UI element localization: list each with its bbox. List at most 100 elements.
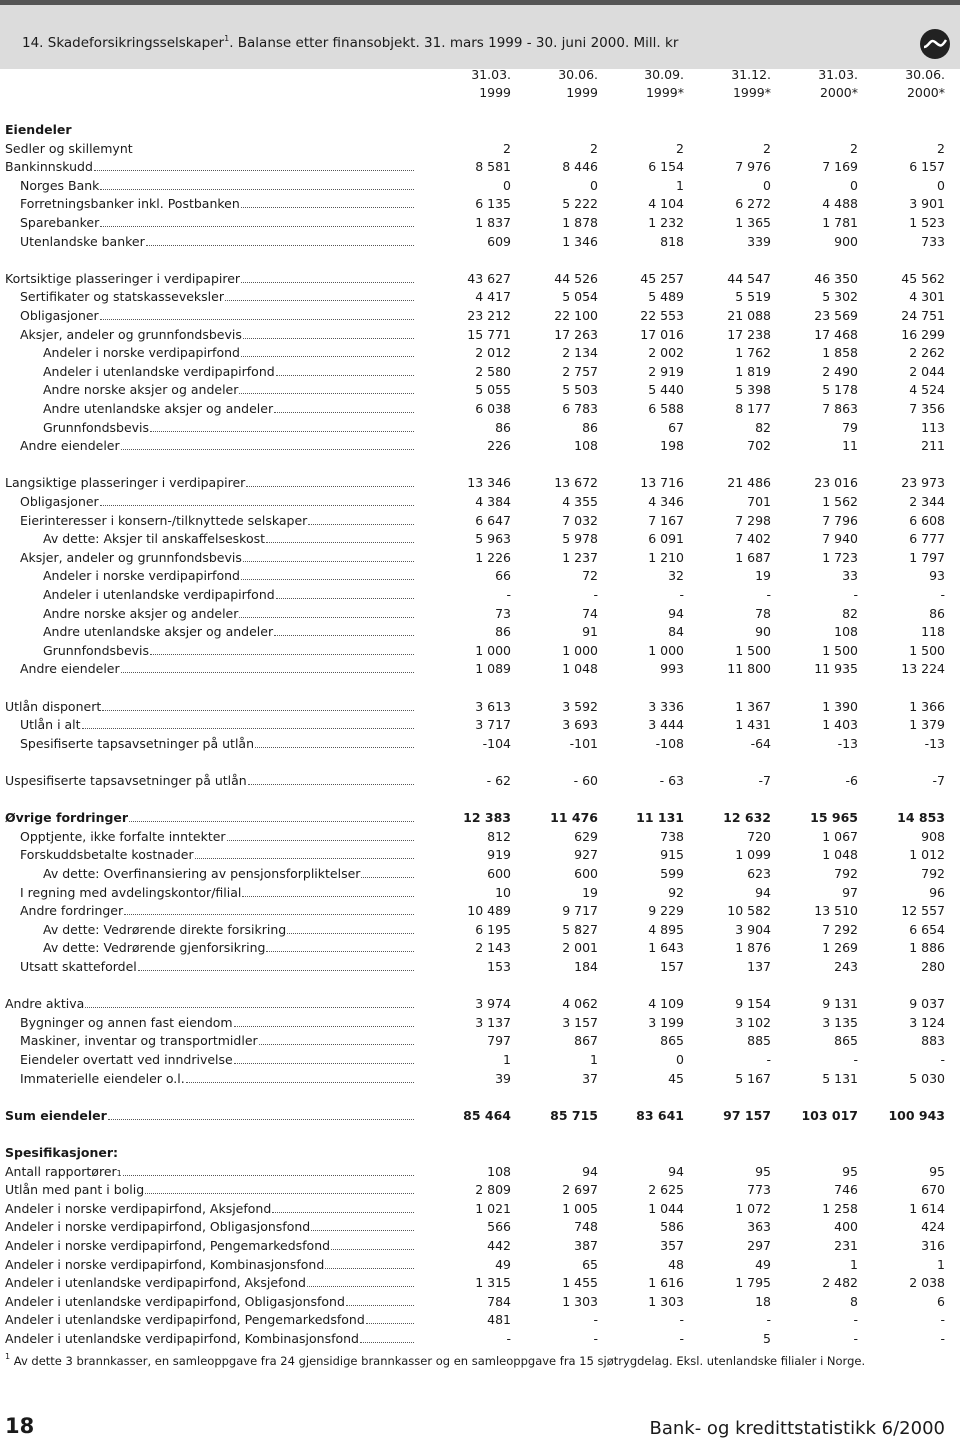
cell-value: -13 xyxy=(924,735,945,751)
cell-value: 23 016 xyxy=(814,475,858,491)
cell-value: 0 xyxy=(850,177,858,193)
title-text: . Balanse etter finansobjekt. 31. mars 1… xyxy=(229,35,679,51)
cell-value: - 62 xyxy=(486,773,511,788)
cell-value: 9 717 xyxy=(562,903,598,919)
cell-value: 11 xyxy=(842,438,858,454)
leader xyxy=(93,170,414,172)
cell-value: 2 919 xyxy=(648,363,684,379)
cell-value: 5 440 xyxy=(648,382,684,398)
cell-value: 1 500 xyxy=(735,642,771,658)
cell-value: 2 809 xyxy=(475,1182,511,1198)
row-label: Andeler i utenlandske verdipapirfond, Pe… xyxy=(5,1311,416,1329)
cell-value: 91 xyxy=(582,624,598,640)
label-text: Andre norske aksjer og andeler xyxy=(43,382,239,398)
row-label: Andeler i norske verdipapirfond, Pengema… xyxy=(5,1237,416,1255)
cell-value: 1 xyxy=(503,1052,511,1067)
label-text: Eierinteresser i konsern-/tilknyttede se… xyxy=(20,512,308,528)
cell-value: 6 588 xyxy=(648,401,684,416)
cell-value: 2 490 xyxy=(822,363,858,379)
title-sup: 1 xyxy=(224,34,230,43)
cell-value: 4 104 xyxy=(648,196,684,212)
cell-value: 17 016 xyxy=(640,326,684,342)
label-text: Sum eiendeler xyxy=(5,1107,107,1123)
cell-value: 118 xyxy=(921,624,945,640)
cell-value: 1 072 xyxy=(735,1200,771,1216)
row-label: Av dette: Vedrørende gjenforsikring xyxy=(43,939,416,957)
cell-value: 1 762 xyxy=(735,345,771,361)
label-text: Andre eiendeler xyxy=(20,438,120,454)
cell-value: 93 xyxy=(929,568,945,584)
leader xyxy=(224,300,414,302)
cell-value: 1 021 xyxy=(475,1200,511,1216)
row-label: Sertifikater og statskasseveksler xyxy=(20,288,416,306)
cell-value: - xyxy=(940,1331,945,1346)
cell-value: 1 303 xyxy=(648,1293,684,1309)
leader xyxy=(185,1081,414,1083)
cell-value: 1 403 xyxy=(822,717,858,733)
cell-value: 1 614 xyxy=(909,1200,945,1216)
leader xyxy=(242,560,414,562)
cell-value: 11 476 xyxy=(550,810,598,826)
cell-value: 8 177 xyxy=(735,401,771,416)
cell-value: - xyxy=(766,1052,771,1067)
label-text: Av dette: Aksjer til anskaffelseskost xyxy=(43,531,266,547)
cell-value: 4 346 xyxy=(648,494,684,509)
cell-value: 198 xyxy=(660,438,684,454)
footnote: 1 Av dette 3 brannkasser, en samleoppgav… xyxy=(5,1353,865,1369)
cell-value: 5 xyxy=(763,1331,771,1346)
cell-value: 2 xyxy=(937,140,945,156)
cell-value: 49 xyxy=(755,1256,771,1272)
label-text: Andeler i norske verdipapirfond, Obligas… xyxy=(5,1219,311,1235)
row-label: Andre utenlandske aksjer og andeler xyxy=(43,623,416,641)
label-text: Antall rapportører xyxy=(5,1163,117,1179)
cell-value: 18 xyxy=(755,1293,771,1309)
label-text: I regning med avdelingskontor/filial xyxy=(20,884,242,900)
cell-value: 6 272 xyxy=(735,196,771,212)
label-text: Sertifikater og statskasseveksler xyxy=(20,289,224,305)
cell-value: 39 xyxy=(495,1070,511,1086)
label-text: Andre fordringer xyxy=(20,903,124,919)
leader xyxy=(124,914,414,916)
row-label: Obligasjoner xyxy=(20,307,416,325)
cell-value: 96 xyxy=(929,884,945,900)
leader xyxy=(274,635,414,637)
cell-value: 4 417 xyxy=(475,289,511,305)
leader xyxy=(307,1286,414,1288)
cell-value: 357 xyxy=(660,1238,684,1253)
cell-value: 19 xyxy=(755,568,771,584)
cell-value: 7 863 xyxy=(822,401,858,416)
leader xyxy=(246,486,414,488)
leader xyxy=(99,505,414,506)
label-text: Sparebanker xyxy=(20,215,100,230)
cell-value: 6 135 xyxy=(475,196,511,212)
cell-value: 8 xyxy=(850,1293,858,1309)
row-label: Kortsiktige plasseringer i verdipapirer xyxy=(5,270,416,288)
cell-value: 738 xyxy=(660,828,684,844)
cell-value: 5 302 xyxy=(822,289,858,305)
cell-value: 5 489 xyxy=(648,289,684,305)
row-label: Forskuddsbetalte kostnader xyxy=(20,846,416,864)
cell-value: 2 xyxy=(590,140,598,156)
cell-value: -104 xyxy=(482,735,511,751)
leader xyxy=(266,542,414,544)
label-text: Andeler i utenlandske verdipapirfond xyxy=(43,363,275,379)
cell-value: 11 800 xyxy=(727,661,771,677)
cell-value: 137 xyxy=(747,959,771,974)
row-label: Obligasjoner xyxy=(20,493,416,511)
cell-value: 1 367 xyxy=(735,698,771,714)
cell-value: - xyxy=(853,1052,858,1067)
cell-value: 7 402 xyxy=(735,531,771,547)
cell-value: 4 488 xyxy=(822,196,858,212)
leader xyxy=(129,821,414,823)
cell-value: 1 365 xyxy=(735,215,771,230)
cell-value: 9 229 xyxy=(648,903,684,919)
label-text: Andre norske aksjer og andeler xyxy=(43,605,239,621)
label-text: Spesifiserte tapsavsetninger på utlån xyxy=(20,735,254,751)
column-header: 1999* xyxy=(732,85,771,100)
cell-value: 6 777 xyxy=(909,531,945,547)
row-label: Andeler i norske verdipapirfond, Aksjefo… xyxy=(5,1200,416,1218)
cell-value: 1 616 xyxy=(648,1275,684,1291)
cell-value: 37 xyxy=(582,1070,598,1086)
leader xyxy=(85,1007,414,1009)
cell-value: 12 632 xyxy=(723,810,771,826)
